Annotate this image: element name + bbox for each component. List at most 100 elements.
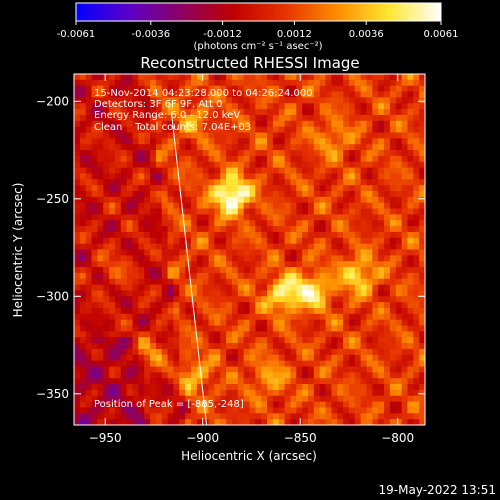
heatmap-cell <box>167 191 174 198</box>
heatmap-cell <box>308 272 315 280</box>
heatmap-cell <box>179 401 186 408</box>
heatmap-cell <box>348 384 356 391</box>
heatmap-cell <box>144 185 151 192</box>
heatmap-cell <box>319 401 326 408</box>
heatmap-cell <box>237 167 245 174</box>
heatmap-cell <box>325 103 332 110</box>
heatmap-cell <box>284 237 291 245</box>
heatmap-cell <box>191 401 198 408</box>
heatmap-cell <box>348 220 356 227</box>
heatmap-cell <box>272 296 280 303</box>
heatmap-cell <box>284 185 291 192</box>
heatmap-cell <box>354 237 362 245</box>
heatmap-cell <box>208 389 215 397</box>
heatmap-cell <box>214 243 221 250</box>
heatmap-cell <box>278 267 285 274</box>
heatmap-cell <box>173 319 180 326</box>
heatmap-cell <box>348 132 356 139</box>
heatmap-cell <box>360 97 367 104</box>
heatmap-cell <box>337 419 344 425</box>
heatmap-cell <box>372 79 379 87</box>
heatmap-cell <box>407 126 414 133</box>
heatmap-cell <box>103 173 110 180</box>
heatmap-cell <box>308 407 315 414</box>
heatmap-cell <box>290 150 297 157</box>
heatmap-cell <box>343 161 350 168</box>
heatmap-cell <box>261 167 268 174</box>
heatmap-cell <box>372 231 379 239</box>
heatmap-cell <box>272 331 280 338</box>
heatmap-cell <box>325 343 332 350</box>
heatmap-cell <box>185 196 192 204</box>
heatmap-cell <box>378 173 385 180</box>
heatmap-cell <box>179 389 186 397</box>
heatmap-cell <box>74 401 81 408</box>
heatmap-cell <box>226 74 233 81</box>
heatmap-cell <box>103 413 110 420</box>
heatmap-cell <box>290 196 297 204</box>
heatmap-cell <box>243 360 250 367</box>
heatmap-cell <box>74 313 81 321</box>
heatmap-cell <box>325 191 332 198</box>
heatmap-cell <box>407 202 414 209</box>
heatmap-cell <box>243 161 250 168</box>
heatmap-cell <box>132 126 139 133</box>
heatmap-cell <box>74 74 81 81</box>
heatmap-cell <box>138 114 145 122</box>
heatmap-cell <box>378 261 385 268</box>
heatmap-cell <box>278 384 285 391</box>
heatmap-cell <box>313 120 321 128</box>
heatmap-cell <box>337 378 344 385</box>
heatmap-cell <box>161 401 168 408</box>
heatmap-cell <box>91 255 98 262</box>
heatmap-cell <box>97 296 104 303</box>
heatmap-cell <box>267 220 274 227</box>
heatmap-cell <box>337 191 344 198</box>
heatmap-cell <box>284 255 291 262</box>
heatmap-cell <box>120 120 128 128</box>
heatmap-cell <box>255 296 262 303</box>
heatmap-cell <box>267 366 274 373</box>
heatmap-cell <box>120 302 128 309</box>
heatmap-cell <box>196 331 204 338</box>
colorbar-tick-label: -0.0061 <box>57 29 96 40</box>
heatmap-cell <box>196 267 204 274</box>
heatmap-cell <box>267 179 274 186</box>
heatmap-cell <box>231 343 239 350</box>
heatmap-cell <box>150 337 157 344</box>
heatmap-cell <box>196 243 204 250</box>
heatmap-cell <box>249 109 256 116</box>
heatmap-cell <box>389 208 397 215</box>
heatmap-cell <box>337 272 344 280</box>
heatmap-cell <box>74 144 81 151</box>
heatmap-cell <box>255 114 262 122</box>
heatmap-cell <box>249 138 256 145</box>
heatmap-cell <box>407 319 414 326</box>
heatmap-cell <box>366 331 373 338</box>
heatmap-cell <box>226 109 233 116</box>
heatmap-cell <box>319 161 326 168</box>
heatmap-cell <box>354 173 362 180</box>
heatmap-cell <box>296 337 303 344</box>
heatmap-cell <box>185 407 192 414</box>
heatmap-cell <box>325 155 332 163</box>
heatmap-cell <box>284 308 291 315</box>
heatmap-cell <box>103 319 110 326</box>
heatmap-cell <box>267 97 274 104</box>
heatmap-cell <box>261 407 268 414</box>
heatmap-cell <box>354 208 362 215</box>
heatmap-cell <box>354 114 362 122</box>
heatmap-cell <box>144 167 151 174</box>
heatmap-cell <box>389 155 397 163</box>
heatmap-cell <box>173 343 180 350</box>
heatmap-cell <box>255 272 262 280</box>
heatmap-cell <box>419 167 425 174</box>
heatmap-cell <box>202 167 209 174</box>
heatmap-cell <box>237 243 245 250</box>
heatmap-cell <box>231 407 239 414</box>
heatmap-cell <box>114 74 122 81</box>
heatmap-cell <box>150 313 157 321</box>
heatmap-cell <box>343 384 350 391</box>
heatmap-cell <box>407 354 414 362</box>
heatmap-cell <box>226 243 233 250</box>
